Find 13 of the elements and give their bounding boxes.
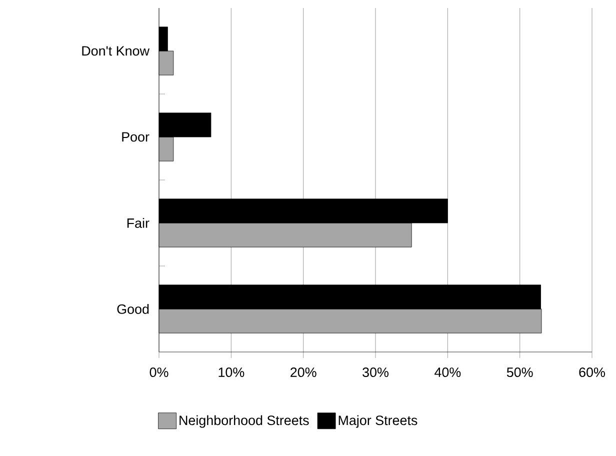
y-tick-label: Fair [127,218,150,228]
y-tick-label: Good [117,304,149,314]
x-tick-label: 20% [290,368,316,378]
x-tick-label: 0% [150,368,168,378]
x-tick-label: 10% [218,368,244,378]
x-tick-label: 30% [362,368,388,378]
y-tick-label: Poor [122,132,150,142]
x-tick-label: 50% [506,368,533,378]
x-tick-label: 60% [579,368,605,378]
x-tick-label: 40% [434,368,461,378]
y-tick-label: Don't Know [82,46,150,56]
legend-label: Neighborhood Streets [180,415,309,428]
legend-label: Major Streets [338,415,418,428]
